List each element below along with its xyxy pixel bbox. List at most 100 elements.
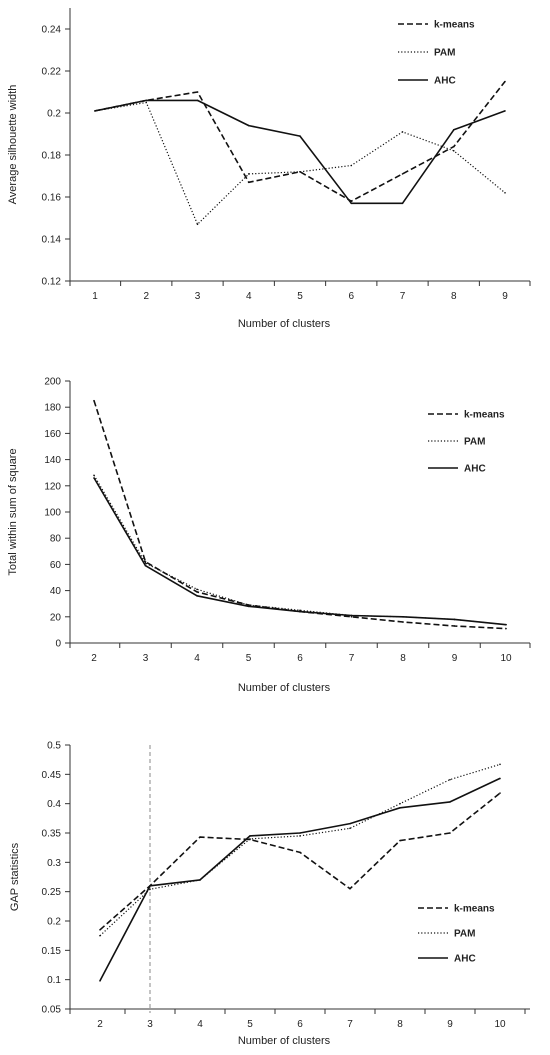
chart2-x-tick-label: 4 (194, 653, 200, 664)
chart3-series-k-means-point (499, 792, 501, 794)
chart1-series-pam-point (452, 150, 455, 152)
chart3-series-pam-line (99, 763, 501, 937)
chart2-y-tick-label: 140 (44, 455, 61, 466)
chart1-series-k-means-line (94, 81, 506, 202)
chart2-series-ahc-point (196, 595, 198, 597)
chart2-series-k-means-point (350, 616, 353, 618)
chart1-x-tick-label: 6 (348, 291, 354, 302)
chart2-x-tick-label: 5 (246, 653, 252, 664)
chart3-series-ahc-point (149, 885, 151, 887)
chart2-y-tick-label: 0 (55, 639, 61, 650)
chart2-series-ahc-point (350, 614, 353, 617)
chart1-y-tick-label: 0.22 (42, 67, 62, 78)
chart3-series-ahc-point (99, 980, 101, 982)
chart1-legend-label-k-means: k-means (434, 20, 475, 31)
chart3-y-tick-label: 0.4 (47, 799, 61, 810)
chart3-series-ahc-point (199, 879, 201, 881)
chart2-series-k-means-point (402, 621, 404, 623)
chart2-x-tick-label: 6 (297, 653, 303, 664)
chart2-x-tick-label: 10 (500, 653, 512, 664)
chart1-series-k-means-point (504, 80, 506, 83)
chart1-series-ahc-point (452, 129, 455, 131)
chart2-series-pam-point (196, 588, 198, 591)
chart2-x-axis-title: Number of clusters (238, 682, 331, 694)
chart1-y-tick-label: 0.24 (42, 25, 62, 36)
chart2-series-ahc-point (144, 564, 147, 567)
chart1-series-pam-point (247, 173, 250, 175)
chart2-series-ahc-point (505, 623, 507, 626)
chart2-y-axis-title: Total within sum of square (7, 448, 19, 575)
chart1-series-ahc-point (145, 99, 148, 102)
chart2-legend-label-pam: PAM (464, 437, 485, 448)
chart1-series-pam-point (504, 192, 506, 194)
chart1-series-pam-point (299, 171, 301, 173)
chart1-legend-label-ahc: AHC (434, 76, 456, 87)
chart2-series-pam-line (93, 474, 507, 626)
chart1-series-k-means-point (247, 181, 250, 184)
chart3-series-ahc-line (99, 777, 501, 982)
chart3-series-pam-point (349, 827, 351, 830)
chart2-series-k-means-point (196, 591, 198, 593)
chart1-x-tick-label: 3 (195, 291, 201, 302)
chart1-y-tick-label: 0.16 (42, 193, 62, 204)
chart3-y-tick-label: 0.25 (42, 887, 62, 898)
chart1-y-tick-label: 0.18 (42, 151, 62, 162)
chart3-series-k-means-point (299, 851, 301, 854)
chart3-series-ahc-point (249, 835, 251, 837)
chart1-series-ahc-point (299, 135, 301, 137)
chart2-x-tick-label: 9 (452, 653, 458, 664)
chart1-x-axis-title: Number of clusters (238, 318, 331, 330)
chart3-series-pam-point (99, 934, 101, 937)
chart1-x-tick-label: 9 (502, 291, 508, 302)
chart2-x-tick-label: 8 (400, 653, 406, 664)
chart2-y-tick-label: 100 (44, 508, 61, 519)
chart3-legend-label-k-means: k-means (454, 904, 495, 915)
chart3-legend-label-pam: PAM (454, 929, 475, 940)
chart2-y-tick-label: 180 (44, 403, 61, 414)
chart3-y-tick-label: 0.45 (42, 770, 62, 781)
chart1-legend-label-pam: PAM (434, 48, 455, 59)
chart2-series-ahc-line (93, 477, 507, 626)
chart3-series-k-means-point (199, 836, 201, 838)
chart3-series-k-means-point (99, 929, 101, 931)
chart3-x-tick-label: 8 (397, 1019, 403, 1030)
chart2-series-ahc-point (93, 477, 95, 479)
chart1-series-pam-point (401, 131, 404, 133)
chart3-series-pam-point (299, 835, 301, 837)
chart1-series-ahc-point (94, 110, 96, 112)
chart3-series-ahc-point (449, 801, 451, 803)
chart2-x-tick-label: 7 (349, 653, 355, 664)
chart1-series-ahc-point (350, 202, 353, 205)
chart2-y-tick-label: 160 (44, 429, 61, 440)
chart1-series-pam-point (196, 223, 199, 226)
chart2-series-ahc-point (402, 616, 404, 618)
chart2-series-ahc-point (299, 610, 301, 613)
chart3-x-tick-label: 7 (347, 1019, 353, 1030)
chart1-series-pam-point (350, 164, 353, 167)
chart2-y-tick-label: 120 (44, 481, 61, 492)
chart3-series-pam-point (499, 763, 501, 766)
chart2-series-k-means-point (93, 399, 95, 402)
chart2-y-tick-label: 200 (44, 377, 61, 388)
chart2-series-k-means-point (505, 627, 507, 630)
chart3-y-tick-label: 0.5 (47, 741, 61, 752)
chart3-series-pam-point (449, 778, 451, 781)
chart3-x-tick-label: 4 (197, 1019, 203, 1030)
chart1-y-tick-label: 0.14 (42, 235, 62, 246)
chart3-series-ahc-point (499, 777, 501, 780)
chart3-y-tick-label: 0.15 (42, 946, 62, 957)
chart1-x-tick-label: 5 (297, 291, 303, 302)
chart3-legend-label-ahc: AHC (454, 954, 476, 965)
chart1-y-tick-label: 0.12 (42, 277, 62, 288)
chart3-x-tick-label: 2 (97, 1019, 103, 1030)
chart3-series-ahc-point (299, 832, 301, 834)
chart2-series-pam-point (299, 609, 301, 612)
chart3-x-tick-label: 10 (494, 1019, 506, 1030)
chart1-x-tick-label: 8 (451, 291, 457, 302)
chart1-x-tick-label: 4 (246, 291, 252, 302)
chart1-y-tick-label: 0.2 (47, 109, 61, 120)
chart1-series-k-means-point (401, 173, 404, 175)
chart1-series-ahc-point (504, 110, 506, 112)
chart2-series-k-means-point (453, 625, 456, 627)
